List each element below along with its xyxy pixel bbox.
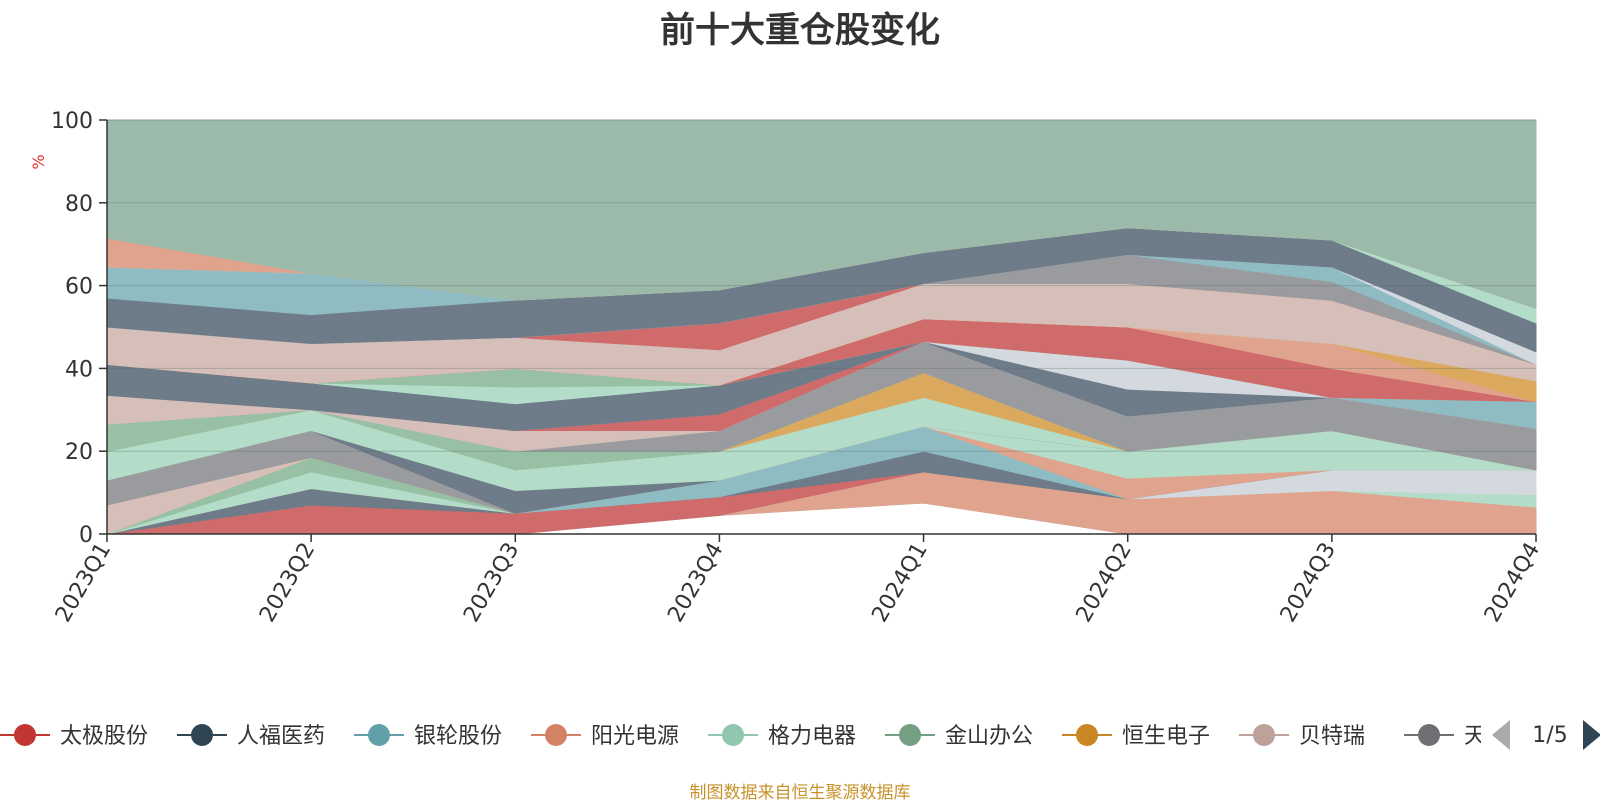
legend-label: 天合 [1464,724,1508,749]
legend-label: 格力电器 [768,724,856,749]
legend-label: 人福医药 [237,724,325,749]
legend-label: 银轮股份 [414,724,502,749]
y-tick-label: 20 [65,440,93,465]
legend-label: 金山办公 [945,724,1033,749]
y-tick-label: 40 [65,357,93,382]
x-tick-label: 2023Q4 [663,539,728,627]
legend-item[interactable]: 格力电器 [708,724,856,749]
gridlines [107,119,1536,452]
legend-item[interactable]: 金山办公 [885,724,1033,749]
legend-marker-icon [14,724,36,746]
legend-item[interactable]: 阳光电源 [531,724,679,749]
legend-item[interactable]: 人福医药 [177,724,325,749]
legend-label: 太极股份 [60,724,148,749]
legend-label: 阳光电源 [591,724,679,749]
x-tick-label: 2024Q3 [1276,539,1341,627]
legend-marker-icon [368,724,390,746]
legend-item[interactable]: 银轮股份 [354,724,502,749]
legend-marker-icon [899,724,921,746]
legend-prev-page-icon[interactable] [1492,720,1510,750]
x-tick-label: 2024Q1 [867,539,932,627]
legend-marker-icon [1253,724,1275,746]
stacked-areas [106,119,1537,535]
legend-item[interactable]: 太极股份 [0,724,148,749]
legend-pager: 1/5 [1492,720,1600,750]
x-tick-label: 2024Q2 [1072,539,1137,627]
y-tick-label: 60 [65,275,93,300]
chart-title: 前十大重仓股变化 [659,11,940,51]
legend-item[interactable]: 恒生电子 [1062,724,1210,749]
legend-next-page-icon[interactable] [1583,720,1600,750]
legend-marker-icon [722,724,744,746]
y-tick-label: 100 [51,109,93,134]
source-note: 制图数据来自恒生聚源数据库 [689,783,911,803]
legend: 太极股份 人福医药 银轮股份 阳光电源 格力电器 金山办公 恒生电子 贝特瑞 天合 [0,724,1508,749]
legend-marker-icon [1418,724,1440,746]
x-tick-label: 2023Q3 [459,539,524,627]
legend-label: 贝特瑞 [1299,724,1365,749]
y-tick-label: 0 [79,523,93,548]
legend-item[interactable]: 贝特瑞 [1239,724,1365,749]
x-tick-label: 2023Q2 [255,539,320,627]
x-tick-label: 2023Q1 [51,539,116,627]
area-band-38 [106,119,1537,309]
legend-item[interactable]: 天合 [1404,724,1508,749]
y-tick-label: 80 [65,192,93,217]
legend-marker-icon [1076,724,1098,746]
y-axis-unit-label: % [29,154,48,169]
legend-marker-icon [545,724,567,746]
x-tick-label: 2024Q4 [1480,539,1545,627]
legend-page-indicator: 1/5 [1532,723,1567,748]
legend-marker-icon [191,724,213,746]
legend-label: 恒生电子 [1122,724,1210,749]
